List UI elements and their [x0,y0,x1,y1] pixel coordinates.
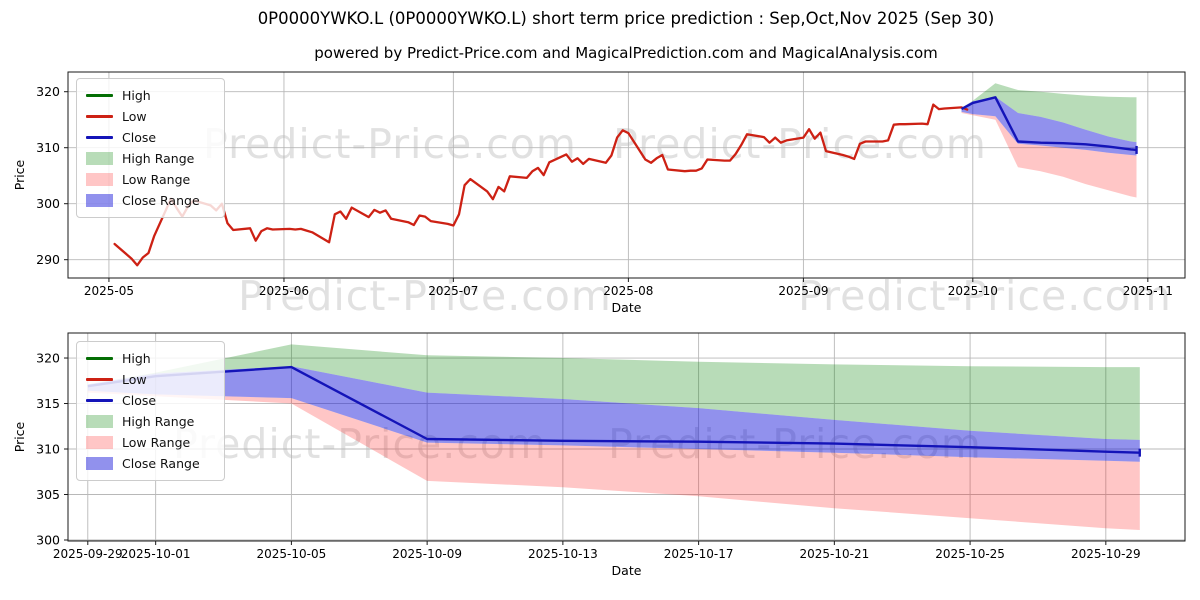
legend-item: High [86,348,214,369]
legend-label: Close [122,130,157,145]
watermark-text: Predict-Price.com [173,420,547,468]
x-tick-label: 2025-10 [948,284,998,298]
y-tick-label: 320 [36,351,60,366]
legend-swatch-low-range [86,436,113,449]
legend-item: Low Range [86,169,214,190]
x-tick-label: 2025-10-01 [121,547,191,561]
y-tick-label: 300 [36,196,60,211]
x-tick-label: 2025-11 [1123,284,1173,298]
x-tick-label: 2025-05 [84,284,134,298]
legend-item: Close [86,390,214,411]
legend-swatch-high-range [86,415,113,428]
chart-legend: High Low Close High Range Low Range Close Ran… [76,341,225,481]
watermark-text: Predict-Price.com [203,120,577,168]
legend-item: Low [86,369,214,390]
low-history-line [113,103,969,267]
legend-swatch-close-range [86,194,113,207]
legend-item: Close [86,127,214,148]
plot-border [67,332,1186,542]
x-tick-label: 2025-10-09 [392,547,462,561]
legend-swatch-close [86,136,113,139]
legend-swatch-close-range [86,457,113,470]
x-tick-label: 2025-10-29 [1071,547,1141,561]
legend-swatch-close [86,399,113,402]
y-tick-label: 310 [36,442,60,457]
legend-swatch-low [86,115,113,118]
legend-item: Low [86,106,214,127]
legend-item: High Range [86,148,214,169]
legend-label: Close [122,393,157,408]
legend-label: Low [122,109,147,124]
legend-swatch-high [86,357,113,360]
high-range-band [961,83,1137,143]
close-forecast-line [960,96,1137,152]
y-axis-label: Price [12,159,27,190]
x-tick-label: 2025-10-25 [935,547,1005,561]
high-range-band [87,344,1140,440]
legend-label: Close Range [122,456,200,471]
watermark-text: Predict-Price.com [238,272,612,320]
figure-title: 0P0000YWKO.L (0P0000YWKO.L) short term p… [257,9,995,28]
legend-label: High Range [122,414,195,429]
figure-subtitle: powered by Predict-Price.com and Magical… [314,44,938,62]
low-range-band [961,111,1137,198]
legend-label: Low Range [122,172,191,187]
legend-item: High [86,85,214,106]
legend-label: Low [122,372,147,387]
close-range-band [87,366,1140,462]
low-range-band [87,390,1140,530]
x-tick-label: 2025-06 [259,284,309,298]
legend-label: High [122,88,151,103]
watermark-text: Predict-Price.com [798,272,1172,320]
legend-label: High Range [122,151,195,166]
x-tick-label: 2025-10-17 [664,547,734,561]
legend-label: Close Range [122,193,200,208]
y-axis-label: Price [12,421,27,452]
plot-border [67,71,1186,279]
x-tick-label: 2025-09-29 [53,547,123,561]
legend-swatch-high-range [86,152,113,165]
x-tick-label: 2025-10-13 [528,547,598,561]
y-tick-label: 300 [36,532,60,547]
x-tick-label: 2025-10-05 [257,547,327,561]
legend-label: High [122,351,151,366]
x-tick-label: 2025-07 [428,284,478,298]
legend-swatch-low-range [86,173,113,186]
x-tick-label: 2025-09 [778,284,828,298]
y-tick-label: 320 [36,84,60,99]
legend-item: Low Range [86,432,214,453]
y-tick-label: 290 [36,252,60,267]
x-axis-label: Date [612,563,642,578]
legend-swatch-low [86,378,113,381]
legend-item: High Range [86,411,214,432]
x-tick-label: 2025-08 [603,284,653,298]
legend-item: Close Range [86,453,214,474]
close-range-band [961,96,1137,156]
legend-label: Low Range [122,435,191,450]
x-tick-label: 2025-10-21 [799,547,869,561]
y-tick-label: 310 [36,140,60,155]
y-tick-label: 315 [36,396,60,411]
legend-item: Close Range [86,190,214,211]
x-axis-label: Date [612,300,642,315]
legend-swatch-high [86,94,113,97]
chart-legend: High Low Close High Range Low Range Close Ran… [76,78,225,218]
y-tick-label: 305 [36,487,60,502]
watermark-text: Predict-Price.com [613,120,987,168]
